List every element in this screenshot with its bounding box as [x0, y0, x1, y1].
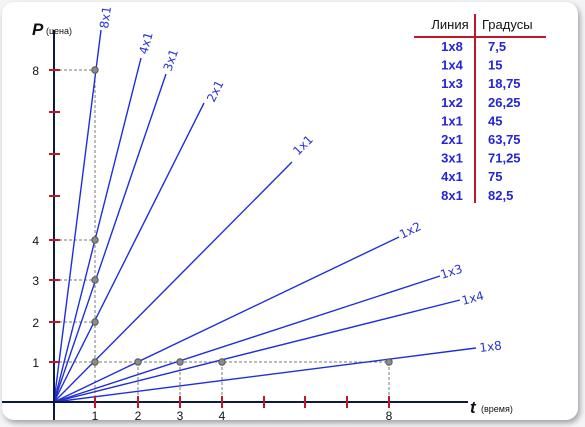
x-tick-label-3: 3: [177, 409, 184, 420]
y-ticks: [49, 69, 60, 363]
x-ticks: [94, 396, 390, 408]
table-cell-line: 8x1: [441, 188, 463, 203]
point-3-1: [176, 358, 184, 366]
table-cell-degrees: 7,5: [488, 39, 506, 54]
y-tick-labels: 1 2 3 4 8: [32, 64, 39, 370]
fan-line-2x1: [53, 102, 205, 403]
table-cell-line: 2x1: [441, 132, 463, 147]
grid-points: [91, 66, 393, 366]
table-header-line: Линия: [431, 17, 468, 32]
table-cell-line: 1x2: [441, 95, 463, 110]
fan-line-1x4: [53, 299, 461, 403]
x-tick-label-2: 2: [135, 409, 142, 420]
fan-line-4x1: [53, 57, 142, 403]
y-tick-label-3: 3: [32, 274, 39, 288]
table-header-degrees: Градусы: [482, 17, 533, 32]
table-cell-line: 1x8: [441, 39, 463, 54]
fan-label-1x2: 1x2: [397, 219, 423, 241]
point-1-4: [91, 236, 99, 244]
x-tick-labels: 1 2 3 4 8: [92, 409, 393, 420]
point-1-3: [91, 276, 99, 284]
x-axis-subtitle: (время): [481, 404, 513, 414]
fan-label-3x1: 3x1: [161, 47, 182, 73]
y-tick-label-2: 2: [32, 316, 39, 330]
table-rows: 1x8 7,5 1x4 15 1x3 18,75 1x2 26,25 1x1 45 2x1 63,75…: [441, 39, 520, 203]
y-tick-label-1: 1: [32, 356, 39, 370]
table-cell-line: 3x1: [441, 151, 463, 166]
y-axis-title: P: [32, 20, 44, 39]
fan-line-1x8: [53, 347, 477, 403]
point-2-1: [134, 358, 142, 366]
fan-label-1x4: 1x4: [460, 289, 485, 308]
table-cell-degrees: 71,25: [488, 151, 521, 166]
fan-label-1x3: 1x3: [439, 262, 465, 282]
point-1-2: [91, 318, 99, 326]
angles-table: Линия Градусы 1x8 7,5 1x4 15 1x3 18,75 1x2 26,2…: [414, 14, 546, 203]
fan-label-8x1: 8x1: [97, 5, 114, 29]
fan-label-4x1: 4x1: [136, 31, 155, 56]
point-4-1: [218, 358, 226, 366]
table-cell-degrees: 45: [488, 113, 502, 128]
table-cell-degrees: 15: [488, 58, 502, 73]
y-tick-label-4: 4: [32, 234, 39, 248]
table-cell-degrees: 26,25: [488, 95, 521, 110]
fan-line-8x1: [53, 29, 102, 403]
fan-line-3x1: [53, 73, 167, 403]
table-cell-degrees: 82,5: [488, 188, 513, 203]
x-tick-label-4: 4: [219, 409, 226, 420]
x-tick-label-1: 1: [92, 409, 99, 420]
fan-line-1x3: [53, 275, 441, 403]
fan-line-1x2: [53, 236, 400, 403]
x-tick-label-8: 8: [386, 409, 393, 420]
table-cell-degrees: 63,75: [488, 132, 521, 147]
table-cell-line: 4x1: [441, 169, 463, 184]
diagram-frame: 8x1 4x1 3x1 2x1 1x1 1x2 1x3 1x4 1x8 1 2: [2, 2, 578, 420]
table-cell-line: 1x4: [441, 58, 463, 73]
fan-label-1x8: 1x8: [479, 338, 503, 355]
table-cell-line: 1x1: [441, 113, 463, 128]
fan-label-2x1: 2x1: [204, 78, 226, 104]
fan-lines: [53, 29, 477, 403]
fan-label-1x1: 1x1: [290, 132, 316, 158]
table-cell-line: 1x3: [441, 76, 463, 91]
table-cell-degrees: 75: [488, 169, 502, 184]
table-cell-degrees: 18,75: [488, 76, 521, 91]
gann-fan-diagram: 8x1 4x1 3x1 2x1 1x1 1x2 1x3 1x4 1x8 1 2: [2, 5, 546, 420]
point-8-1: [385, 358, 393, 366]
point-1-1: [91, 358, 99, 366]
y-axis-subtitle: (цена): [46, 26, 72, 36]
y-tick-label-8: 8: [32, 64, 39, 78]
point-1-8: [91, 66, 99, 74]
fan-line-1x1: [53, 161, 293, 403]
x-axis-title: t: [470, 398, 477, 417]
